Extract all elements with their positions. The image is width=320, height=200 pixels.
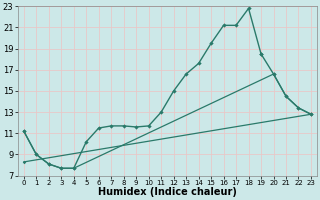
X-axis label: Humidex (Indice chaleur): Humidex (Indice chaleur)	[98, 187, 237, 197]
